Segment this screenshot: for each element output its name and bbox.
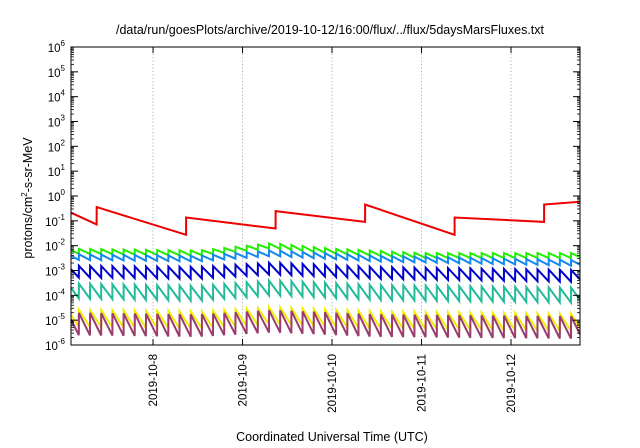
x-tick-label: 2019-10-11 — [417, 354, 429, 412]
series-line-6 — [70, 309, 581, 340]
x-grid — [152, 47, 512, 345]
y-tick-label: 10-5 — [45, 312, 65, 328]
x-tick-label: 2019-10-12 — [506, 354, 518, 413]
y-ticks: 10-6 10-5 10-4 10-3 10-2 10-1 100 101 102 103 104 1… — [45, 39, 580, 353]
x-tick-label: 2019-10-8 — [148, 354, 160, 406]
y-tick-label: 10-1 — [45, 213, 65, 229]
y-tick-label: 10-6 — [45, 337, 65, 353]
chart-title: /data/run/goesPlots/archive/2019-10-12/1… — [116, 23, 545, 37]
x-tick-label: 2019-10-10 — [327, 354, 339, 413]
y-tick-label: 10-4 — [45, 287, 65, 303]
y-axis-label: protons/cm2-s-sr-MeV — [20, 137, 35, 259]
y-tick-label: 10-2 — [45, 238, 65, 254]
y-tick-label: 100 — [48, 188, 66, 204]
x-tick-label: 2019-10-9 — [238, 354, 250, 406]
series-line-3 — [70, 260, 581, 285]
y-tick-label: 10-3 — [45, 263, 65, 279]
y-tick-label: 101 — [48, 163, 66, 179]
x-ticks: 2019-10-8 2019-10-9 2019-10-10 2019-10-11 20… — [148, 47, 518, 413]
y-tick-label: 105 — [48, 64, 66, 80]
y-tick-label: 102 — [48, 138, 66, 154]
y-tick-label: 104 — [48, 89, 66, 105]
x-axis-label: Coordinated Universal Time (UTC) — [236, 430, 428, 444]
series-lines — [70, 200, 581, 340]
y-tick-label: 106 — [48, 39, 66, 55]
series-line-2 — [70, 248, 581, 268]
series-line-4 — [70, 277, 581, 306]
series-line-0 — [70, 200, 581, 237]
y-tick-label: 103 — [48, 114, 66, 130]
